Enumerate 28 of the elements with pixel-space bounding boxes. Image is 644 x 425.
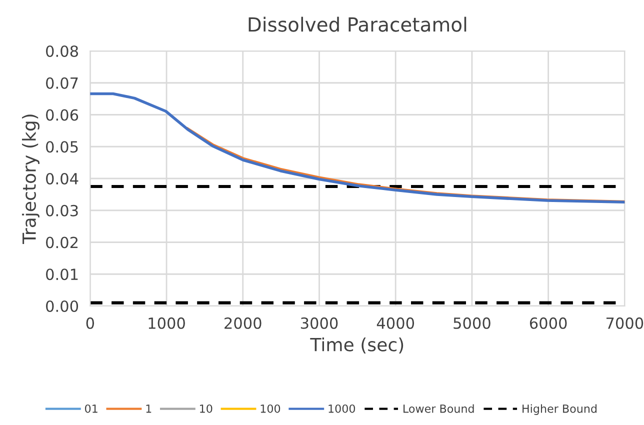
legend-label: Higher Bound [522, 404, 596, 415]
chart-title: Dissolved Paracetamol [248, 16, 466, 32]
x-tick-label: 1000 [148, 317, 185, 329]
x-tick-label: 0 [86, 317, 94, 329]
y-tick-label: 0.01 [46, 268, 78, 280]
x-tick-label: 5000 [454, 317, 490, 329]
x-tick-label: 4000 [376, 317, 414, 329]
y-tick-label: 0.08 [46, 45, 78, 58]
y-tick-label: 0.02 [46, 236, 78, 248]
x-tick-label: 6000 [530, 317, 567, 329]
y-tick-label: 0.06 [46, 109, 78, 121]
legend-label: 1000 [328, 404, 356, 413]
line-series [90, 92, 625, 204]
legend-label: 10 [200, 404, 212, 413]
legend-label: 01 [85, 404, 98, 413]
legend-label: 1 [146, 404, 152, 413]
y-tick-label: 0.05 [46, 141, 78, 153]
y-tick-label: 0.03 [46, 204, 78, 216]
y-tick-label: 0.00 [46, 300, 78, 312]
y-tick-label: 0.07 [46, 77, 78, 89]
x-tick-label: 7000 [606, 317, 644, 329]
x-tick-label: 3000 [300, 317, 338, 329]
y-axis-title: Trajectory (kg) [22, 114, 40, 244]
x-axis-title: Time (sec) [310, 337, 404, 354]
x-tick-label: 2000 [224, 317, 262, 329]
legend-label: 100 [260, 404, 280, 413]
legend-label: Lower Bound [404, 404, 474, 413]
y-tick-label: 0.04 [46, 172, 78, 185]
